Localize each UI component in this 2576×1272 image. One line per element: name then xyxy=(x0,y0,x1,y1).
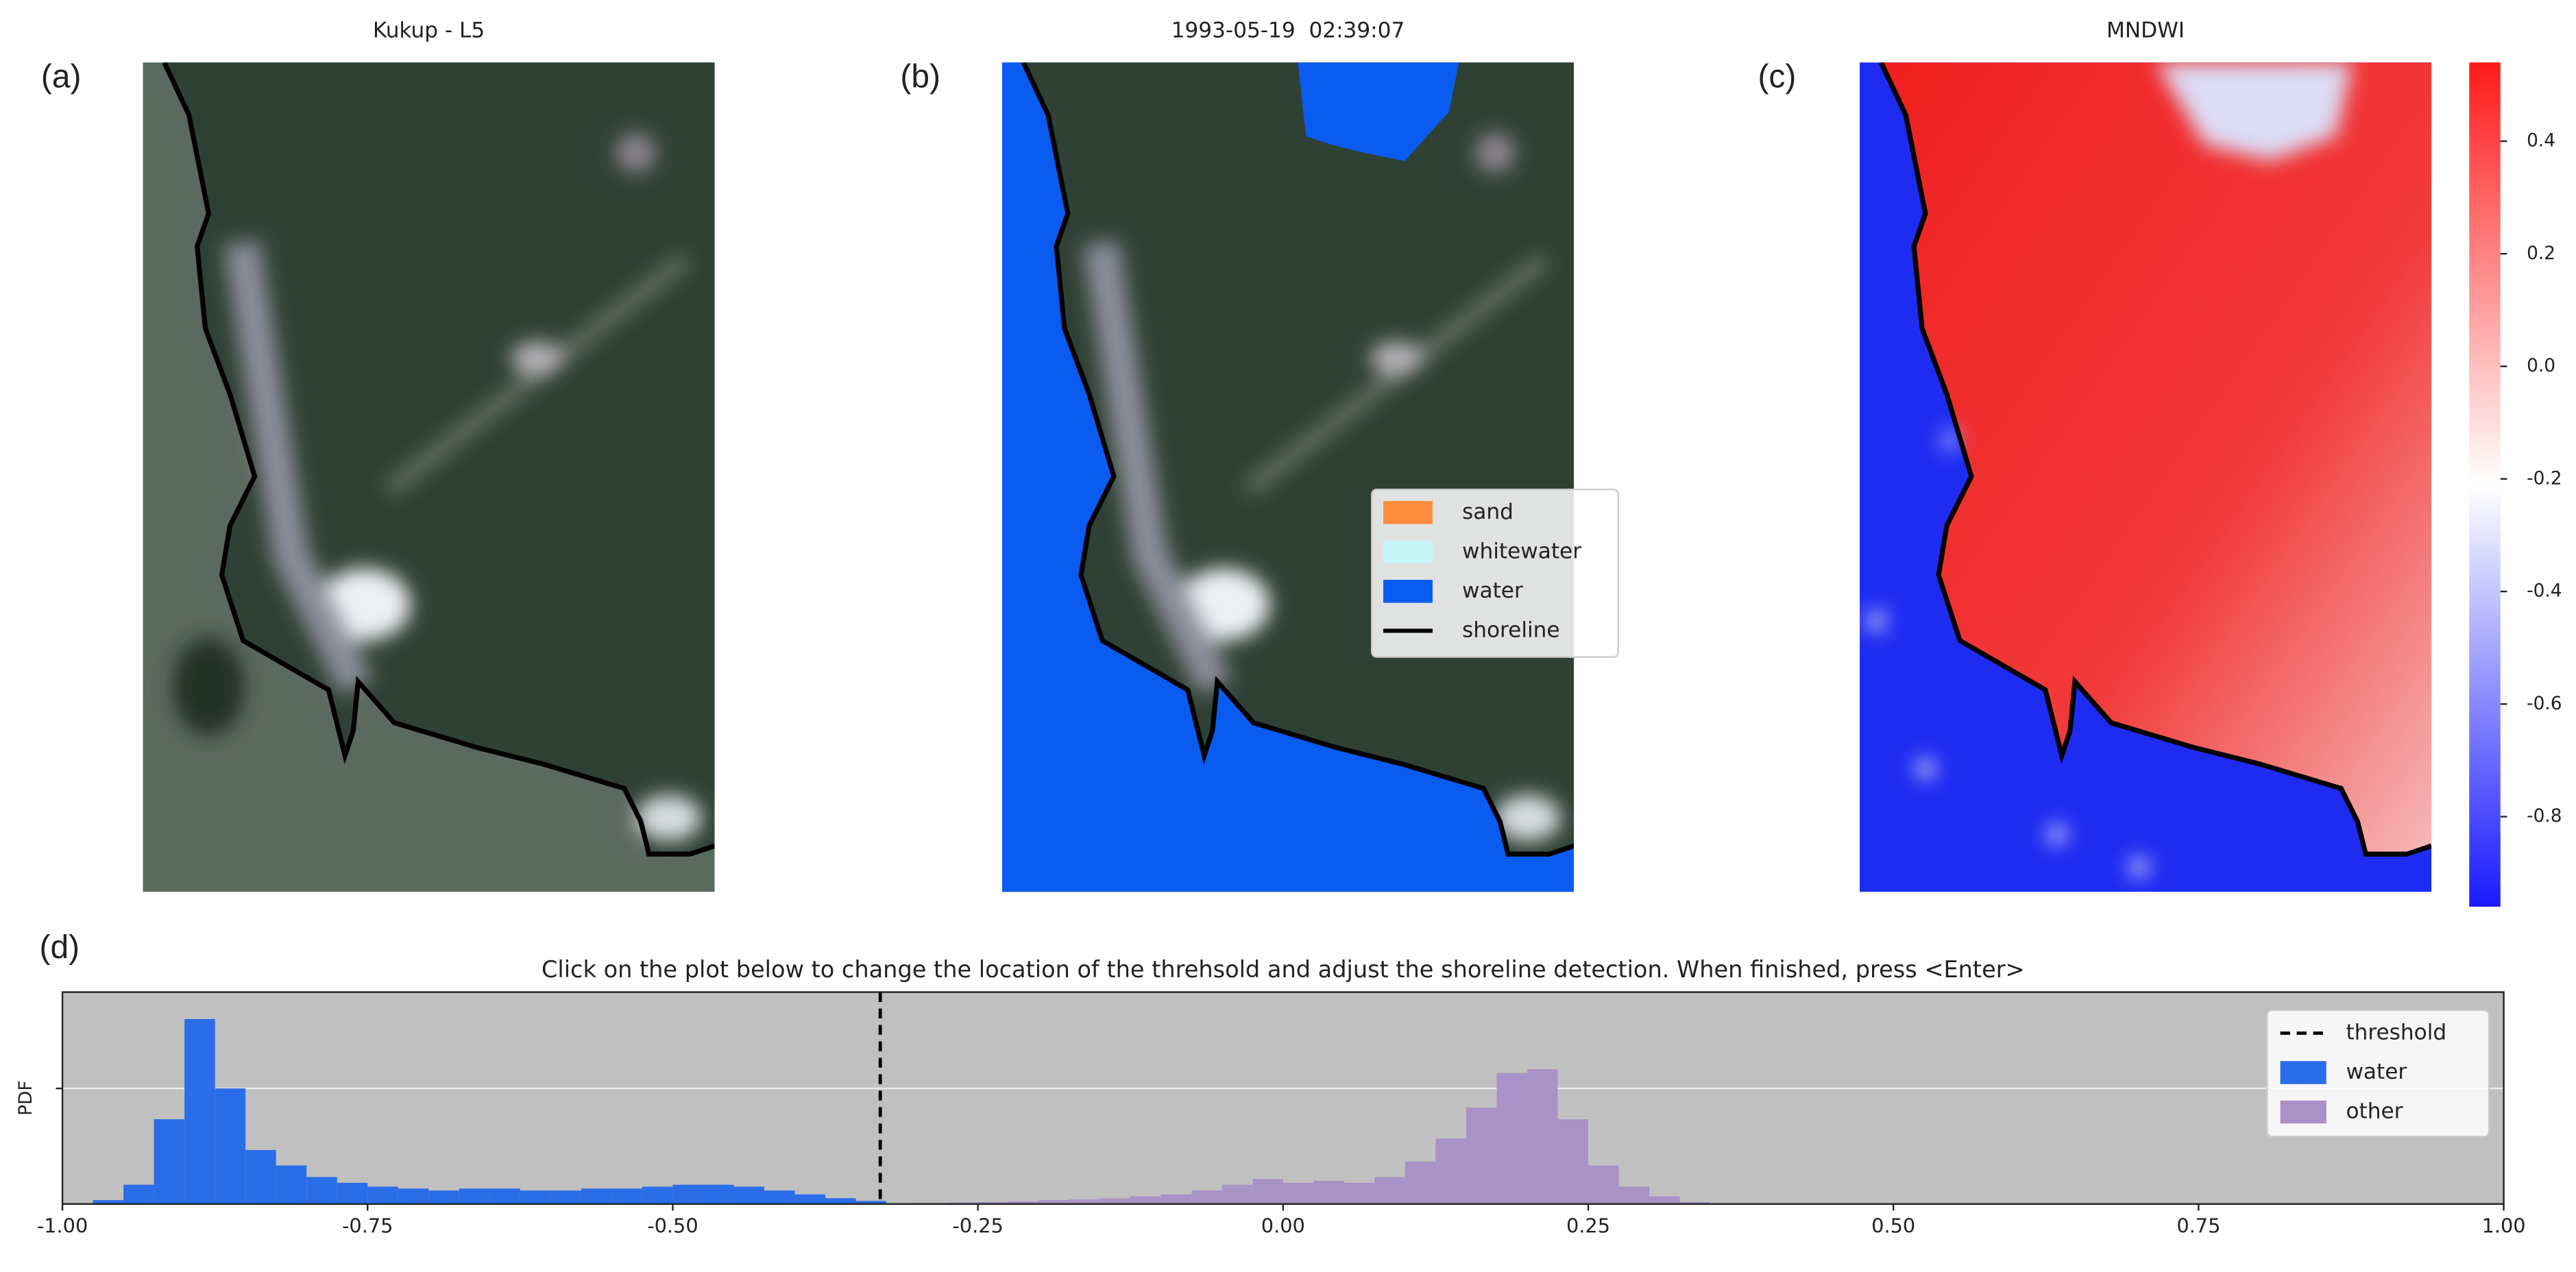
histogram-bar xyxy=(215,1088,246,1204)
histogram-bar xyxy=(520,1190,551,1204)
legend-swatch xyxy=(1383,540,1433,564)
histogram-bar xyxy=(1435,1138,1466,1204)
histogram-bar xyxy=(337,1182,368,1204)
histogram-bar xyxy=(184,1018,215,1204)
histogram-bar xyxy=(93,1200,124,1204)
panel-title: Kukup - L5 xyxy=(373,19,485,43)
panel-label: (a) xyxy=(41,59,82,95)
histogram-bar xyxy=(733,1186,764,1204)
histogram-bar xyxy=(398,1188,429,1204)
histogram-bar xyxy=(1130,1196,1161,1204)
histogram-bar xyxy=(123,1184,154,1204)
histogram-bar xyxy=(489,1188,520,1204)
histogram-bar xyxy=(1191,1190,1222,1204)
histogram-bar xyxy=(1649,1196,1680,1204)
legend-swatch xyxy=(1383,580,1433,603)
legend-box xyxy=(1371,489,1619,658)
histogram-bar xyxy=(855,1201,887,1204)
histogram-bar xyxy=(1557,1119,1588,1204)
histogram-bar xyxy=(1679,1201,1711,1204)
histogram-bar xyxy=(825,1198,856,1204)
colorbar xyxy=(2469,62,2501,907)
histogram-bar xyxy=(642,1186,673,1204)
x-tick-label: -0.50 xyxy=(647,1214,698,1237)
satellite-image xyxy=(143,62,715,892)
classified-image xyxy=(1001,62,1574,892)
panel-title: MNDWI xyxy=(2106,19,2185,43)
colorbar-tick-label: 0.2 xyxy=(2527,243,2555,264)
legend-label: sand xyxy=(1462,500,1514,524)
legend-label: whitewater xyxy=(1462,539,1581,563)
histogram-bar xyxy=(1405,1161,1436,1204)
histogram-bar xyxy=(977,1201,1009,1204)
x-tick-label: 0.50 xyxy=(1871,1214,1915,1237)
histogram-bar xyxy=(1618,1186,1650,1204)
x-tick-label: 0.00 xyxy=(1261,1214,1305,1237)
index-image xyxy=(1860,62,2431,892)
histogram-bar xyxy=(703,1184,734,1204)
panel-label: (b) xyxy=(900,59,940,95)
legend-label: water xyxy=(1462,578,1523,603)
histogram-bar xyxy=(154,1119,185,1204)
panel-label: (c) xyxy=(1758,59,1796,95)
legend-label: shoreline xyxy=(1462,617,1560,642)
histogram-bar xyxy=(276,1165,307,1204)
histogram-bar xyxy=(581,1188,612,1204)
legend-swatch xyxy=(2280,1061,2326,1084)
histogram-bar xyxy=(1038,1200,1070,1204)
histogram-bar xyxy=(1008,1201,1039,1204)
y-axis-label: PDF xyxy=(16,1081,36,1116)
histogram-bar xyxy=(672,1184,703,1204)
x-tick-label: -0.25 xyxy=(952,1214,1003,1237)
histogram-bar xyxy=(306,1177,337,1204)
legend-label: other xyxy=(2346,1099,2403,1124)
colorbar-tick-label: -0.8 xyxy=(2527,806,2562,827)
colorbar-tick-label: 0.4 xyxy=(2527,131,2555,151)
histogram-bar xyxy=(1069,1199,1100,1204)
x-tick-label: 0.75 xyxy=(2176,1214,2220,1237)
histogram-bar xyxy=(1496,1073,1527,1204)
histogram-bar xyxy=(1527,1069,1558,1204)
histogram-bar xyxy=(459,1188,490,1204)
legend-swatch xyxy=(1383,500,1433,524)
colorbar-tick-label: -0.4 xyxy=(2527,581,2562,602)
histogram-bar xyxy=(794,1194,826,1204)
histogram-bar xyxy=(1313,1181,1344,1204)
histogram-bar xyxy=(1252,1179,1283,1204)
colorbar-tick-label: 0.0 xyxy=(2527,356,2555,376)
colorbar-tick-label: -0.6 xyxy=(2527,694,2562,714)
histogram-bar xyxy=(367,1186,398,1204)
histogram-bar xyxy=(428,1190,459,1204)
histogram-bar xyxy=(1283,1182,1314,1204)
plot-area xyxy=(62,992,2504,1204)
histogram-bar xyxy=(764,1190,795,1204)
histogram-bar xyxy=(611,1188,642,1204)
x-tick-label: 0.25 xyxy=(1566,1214,1610,1237)
histogram-bar xyxy=(550,1190,581,1204)
legend-label: water xyxy=(2346,1060,2407,1084)
legend-label: threshold xyxy=(2346,1020,2446,1045)
panel-title: 1993-05-19 02:39:07 xyxy=(1171,19,1405,43)
panel-label: (d) xyxy=(40,929,80,966)
chart-title: Click on the plot below to change the lo… xyxy=(542,956,2025,983)
histogram-bar xyxy=(1344,1182,1375,1204)
histogram-bar xyxy=(1374,1177,1405,1204)
histogram-bar xyxy=(245,1150,276,1204)
colorbar-tick-label: -0.2 xyxy=(2527,468,2562,489)
x-tick-label: -1.00 xyxy=(37,1214,88,1237)
histogram-bar xyxy=(1588,1165,1619,1204)
histogram-bar xyxy=(1222,1184,1253,1204)
legend-swatch xyxy=(2280,1100,2326,1124)
histogram-bar xyxy=(1466,1108,1497,1204)
histogram-bar xyxy=(1099,1198,1131,1204)
x-tick-label: -0.75 xyxy=(342,1214,393,1237)
histogram-bar xyxy=(1161,1194,1192,1204)
x-tick-label: 1.00 xyxy=(2482,1214,2526,1237)
water-mask xyxy=(1298,62,1459,161)
